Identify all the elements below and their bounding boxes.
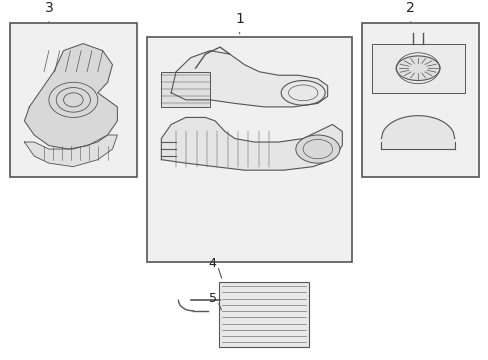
Ellipse shape bbox=[395, 56, 439, 81]
FancyBboxPatch shape bbox=[10, 23, 137, 177]
Polygon shape bbox=[381, 116, 454, 149]
Polygon shape bbox=[171, 51, 327, 107]
Polygon shape bbox=[24, 135, 117, 167]
Text: 5: 5 bbox=[208, 292, 216, 305]
Polygon shape bbox=[24, 44, 117, 149]
Polygon shape bbox=[371, 44, 464, 93]
Ellipse shape bbox=[295, 135, 339, 163]
FancyBboxPatch shape bbox=[161, 72, 210, 107]
Text: 2: 2 bbox=[406, 1, 414, 15]
Text: 3: 3 bbox=[44, 1, 53, 15]
FancyBboxPatch shape bbox=[146, 37, 351, 262]
Polygon shape bbox=[161, 117, 342, 170]
Text: 1: 1 bbox=[235, 12, 244, 26]
FancyBboxPatch shape bbox=[361, 23, 478, 177]
Text: 4: 4 bbox=[208, 257, 216, 270]
FancyBboxPatch shape bbox=[219, 282, 308, 347]
